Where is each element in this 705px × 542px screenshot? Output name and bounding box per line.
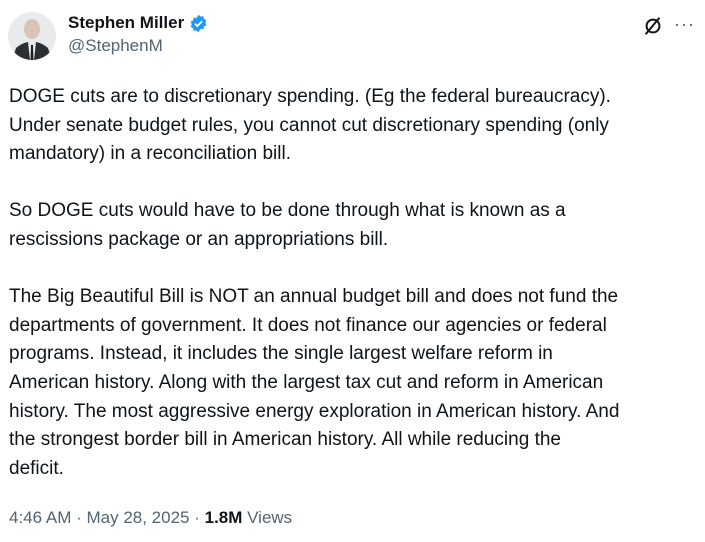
text-line: departments of government. It does not f…: [9, 314, 607, 336]
text-line: rescissions package or an appropriations…: [9, 228, 389, 250]
text-line: So DOGE cuts would have to be done throu…: [9, 200, 566, 222]
text-line: Under senate budget rules, you cannot cu…: [9, 114, 609, 136]
paragraph: So DOGE cuts would have to be done throu…: [9, 197, 699, 254]
paragraph: DOGE cuts are to discretionary spending.…: [9, 83, 699, 169]
text-line: the strongest border bill in American hi…: [9, 429, 561, 451]
text-line: DOGE cuts are to discretionary spending.…: [9, 86, 611, 107]
timestamp-date[interactable]: May 28, 2025: [86, 508, 190, 527]
timestamp-time[interactable]: 4:46 AM: [9, 508, 72, 527]
avatar[interactable]: [8, 12, 56, 60]
text-line: programs. Instead, it includes the singl…: [9, 343, 553, 365]
text-line: American history. Along with the largest…: [9, 371, 604, 393]
author-name[interactable]: Stephen Miller: [68, 13, 208, 33]
text-line: mandatory) in a reconciliation bill.: [9, 143, 291, 165]
tweet-text: DOGE cuts are to discretionary spending.…: [9, 83, 699, 512]
separator: ·: [71, 508, 87, 527]
grok-icon[interactable]: [642, 15, 664, 37]
verified-badge-icon: [190, 14, 207, 32]
views-count: 1.8M: [204, 508, 243, 527]
text-line: The Big Beautiful Bill is NOT an annual …: [9, 286, 619, 308]
paragraph: The Big Beautiful Bill is NOT an annual …: [9, 283, 699, 483]
more-icon[interactable]: ···: [674, 14, 695, 34]
separator: ·: [189, 508, 205, 527]
tweet-meta: 4:46 AM · May 28, 2025 · 1.8M Views: [9, 508, 292, 528]
text-line: deficit.: [9, 457, 64, 479]
author-handle[interactable]: @StephenM: [68, 36, 163, 55]
text-line: history. The most aggressive energy expl…: [9, 400, 620, 422]
views-label: Views: [242, 508, 293, 527]
